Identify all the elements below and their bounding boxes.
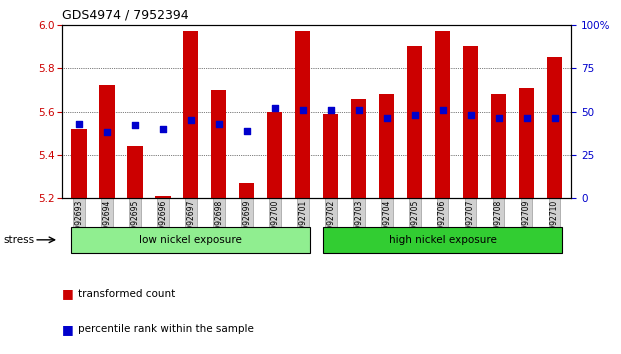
Text: ■: ■ <box>62 323 74 336</box>
Text: GDS4974 / 7952394: GDS4974 / 7952394 <box>62 9 189 22</box>
Text: transformed count: transformed count <box>78 289 175 299</box>
Text: percentile rank within the sample: percentile rank within the sample <box>78 324 253 334</box>
Point <box>186 118 196 123</box>
Point <box>438 107 448 113</box>
Bar <box>323 114 338 198</box>
Point <box>494 116 504 121</box>
Bar <box>379 94 394 198</box>
Point <box>158 126 168 132</box>
Text: low nickel exposure: low nickel exposure <box>139 235 242 245</box>
Point <box>102 130 112 135</box>
Bar <box>491 94 506 198</box>
Point <box>326 107 336 113</box>
Point <box>522 116 532 121</box>
Point <box>354 107 364 113</box>
Point <box>214 121 224 126</box>
Text: stress: stress <box>3 235 34 245</box>
Bar <box>211 90 227 198</box>
Point <box>297 107 307 113</box>
Bar <box>267 112 283 198</box>
Bar <box>463 46 478 198</box>
Point <box>466 112 476 118</box>
Bar <box>99 86 114 198</box>
Bar <box>435 31 450 198</box>
Point <box>130 122 140 128</box>
Text: ■: ■ <box>62 287 74 300</box>
Text: high nickel exposure: high nickel exposure <box>389 235 497 245</box>
Point <box>242 128 252 133</box>
Point <box>270 105 279 111</box>
Bar <box>155 196 171 198</box>
Bar <box>351 98 366 198</box>
Point <box>550 116 560 121</box>
Bar <box>519 88 534 198</box>
Point <box>410 112 420 118</box>
Bar <box>127 146 143 198</box>
Point <box>382 116 392 121</box>
Bar <box>71 129 86 198</box>
Bar <box>183 31 199 198</box>
Bar <box>295 31 310 198</box>
Bar <box>547 57 562 198</box>
Bar <box>407 46 422 198</box>
Point <box>74 121 84 126</box>
Bar <box>239 183 255 198</box>
